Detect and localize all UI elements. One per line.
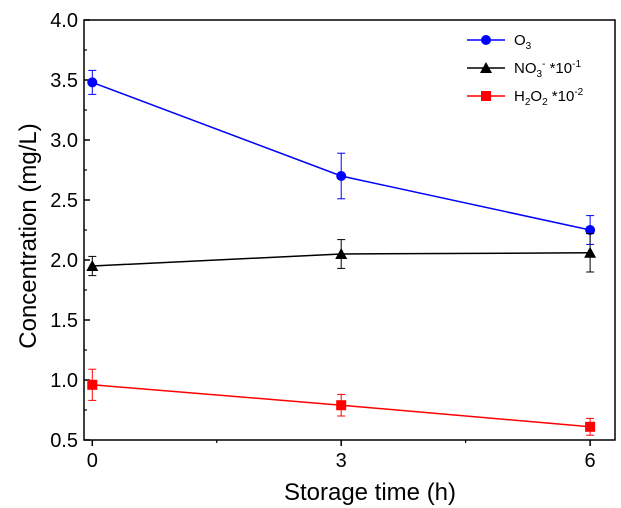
- series-3-point-marker: [87, 379, 98, 390]
- legend-item-1-sub: 3: [526, 41, 532, 52]
- y-tick-label: 3.0: [50, 130, 78, 152]
- x-tick-label: 6: [585, 450, 596, 472]
- series-2-point-marker: [335, 248, 348, 259]
- legend-item-2-sup: -: [542, 59, 545, 70]
- legend-item-3-tail-sup: -2: [574, 87, 583, 98]
- series-2-point-marker: [86, 260, 99, 271]
- series-3-point-marker: [585, 421, 596, 432]
- y-tick-label: 2.0: [50, 250, 78, 272]
- series-3-point-marker: [336, 400, 347, 411]
- legend-item-3-sub2: 2: [542, 97, 548, 108]
- series-1-point-marker: [336, 171, 347, 181]
- legend-item-1-main: O: [514, 32, 526, 49]
- legend-item-1-marker: [481, 35, 491, 45]
- x-tick-label: 3: [336, 450, 347, 472]
- plot-border: [83, 19, 616, 441]
- x-axis-title: Storage time (h): [284, 479, 456, 506]
- y-tick-label: 4.0: [50, 10, 78, 32]
- legend-item-2-sub: 3: [537, 69, 543, 80]
- series-1-point-marker: [87, 77, 98, 88]
- legend-item-1-label: O3: [514, 32, 532, 52]
- legend-item-2-tail-sup: -1: [572, 59, 581, 70]
- legend-item-2-marker: [480, 62, 492, 73]
- x-axis: 0 3 6: [87, 440, 596, 472]
- legend-item-2-label: NO3- *10-1: [514, 59, 581, 80]
- series-2-point-marker: [584, 246, 597, 258]
- legend-item-2-main: NO: [514, 60, 537, 77]
- y-tick-label: 1.0: [50, 370, 78, 392]
- legend-item-3-sub: 2: [525, 97, 531, 108]
- legend-item-3-label: H2O2 *10-2: [514, 87, 584, 108]
- legend-item-3-tail: *10: [548, 88, 575, 105]
- series-1-group: [87, 69, 596, 245]
- plot-frame: [83, 19, 616, 441]
- y-tick-label: 2.5: [50, 190, 78, 212]
- y-tick-label: 3.5: [50, 70, 78, 92]
- series-3-group: [87, 368, 596, 436]
- y-tick-label: 1.5: [50, 310, 78, 332]
- legend-item-2-tail: *10: [545, 60, 572, 77]
- series-1-point-marker: [585, 225, 596, 235]
- legend-item-3-main: H: [514, 88, 525, 105]
- series-2-group: [86, 233, 597, 277]
- legend-item-3-mid: O: [530, 88, 542, 105]
- y-axis-title: Concentration (mg/L): [15, 123, 42, 348]
- series-layer: [86, 69, 597, 436]
- x-tick-label: 0: [87, 450, 98, 472]
- y-tick-label: 0.5: [50, 430, 78, 452]
- legend-item-3-marker: [481, 91, 491, 101]
